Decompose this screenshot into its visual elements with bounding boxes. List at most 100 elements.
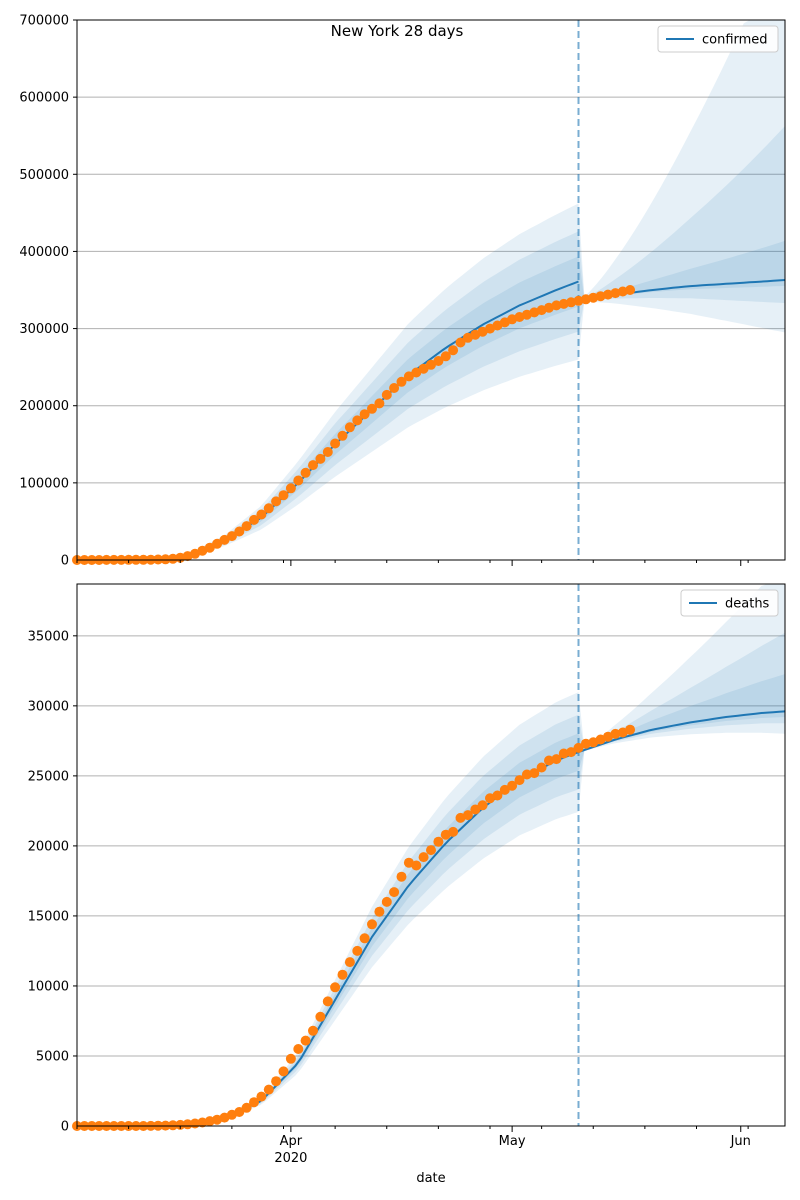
observed-point: [389, 887, 400, 898]
observed-point: [544, 755, 554, 766]
observed-point: [344, 422, 355, 433]
x-tick-label: Apr: [280, 1134, 303, 1149]
uncertainty-band: [578, 584, 785, 812]
axes-frame: [76, 19, 786, 561]
observed-point: [551, 754, 562, 765]
observed-point: [271, 496, 282, 507]
uncertainty-band: [578, 20, 785, 360]
observed-point: [536, 762, 547, 773]
observed-point: [448, 826, 459, 837]
observed-point: [396, 376, 407, 387]
observed-point: [322, 996, 333, 1007]
y-tick-label: 500000: [19, 168, 69, 183]
chart-title: New York 28 days: [331, 22, 464, 40]
y-tick-label: 5000: [36, 1049, 69, 1064]
observed-point: [573, 742, 584, 753]
y-tick-label: 30000: [28, 699, 69, 714]
x-tick-label: Jun: [730, 1134, 751, 1149]
observed-point: [418, 363, 429, 374]
x-tick-sublabel: 2020: [274, 1151, 307, 1166]
observed-point: [426, 359, 436, 370]
legend-label: deaths: [725, 597, 770, 612]
observed-point: [241, 1102, 252, 1113]
observed-point: [175, 1119, 186, 1130]
y-tick-label: 400000: [19, 245, 69, 260]
observed-point: [285, 483, 296, 494]
uncertainty-band: [578, 674, 785, 771]
observed-point: [234, 1107, 245, 1117]
uncertainty-band: [77, 231, 579, 560]
uncertainty-band: [77, 256, 579, 560]
y-tick-label: 35000: [28, 629, 69, 644]
observed-point: [403, 371, 414, 382]
observed-point: [278, 490, 289, 501]
y-tick-label: 10000: [28, 979, 69, 994]
observed-point: [625, 285, 636, 295]
observed-point: [477, 800, 488, 811]
observed-point: [433, 836, 444, 847]
observed-point: [359, 933, 370, 944]
x-tick-label: May: [499, 1134, 526, 1149]
y-tick-label: 600000: [19, 91, 69, 106]
observed-point: [160, 554, 171, 565]
observed-point: [337, 969, 348, 980]
observed-point: [389, 383, 400, 393]
observed-point: [249, 1097, 259, 1108]
observed-point: [285, 1053, 296, 1064]
observed-point: [278, 1066, 289, 1077]
observed-point: [448, 345, 459, 356]
y-tick-label: 0: [61, 554, 69, 569]
observed-point: [367, 403, 377, 414]
y-tick-label: 15000: [28, 909, 69, 924]
observed-point: [455, 337, 466, 348]
observed-point: [462, 810, 473, 821]
observed-point: [167, 1120, 178, 1131]
y-tick-label: 200000: [19, 399, 69, 414]
observed-point: [418, 852, 429, 863]
y-tick-label: 20000: [28, 839, 69, 854]
y-tick-label: 300000: [19, 322, 69, 337]
observed-point: [167, 553, 178, 564]
legend-box: [657, 25, 779, 53]
y-tick-label: 25000: [28, 769, 69, 784]
observed-point: [182, 1119, 193, 1130]
y-tick-label: 700000: [19, 14, 69, 29]
observed-point: [381, 389, 392, 400]
observed-point: [470, 804, 481, 815]
observed-point: [359, 409, 370, 420]
uncertainty-band: [77, 203, 579, 560]
observed-point: [256, 1091, 267, 1102]
observed-point: [219, 534, 230, 545]
observed-point: [374, 906, 385, 917]
observed-point: [352, 415, 363, 426]
observed-point: [603, 289, 613, 300]
observed-point: [566, 747, 577, 758]
observed-point: [344, 957, 355, 968]
observed-point: [293, 1044, 304, 1054]
y-tick-label: 0: [61, 1120, 69, 1135]
observed-point: [308, 1025, 318, 1036]
observed-point: [440, 351, 451, 362]
observed-point: [293, 475, 304, 486]
axes-frame: [76, 583, 786, 1127]
observed-point: [330, 438, 341, 449]
observed-point: [204, 542, 215, 553]
confirmed-panel: 0 100000 200000 300000 400000 500000 600000 700…: [19, 14, 786, 569]
observed-point: [610, 728, 621, 739]
uncertainty-band: [578, 126, 785, 332]
legend-label: confirmed: [702, 33, 768, 48]
observed-point: [514, 775, 525, 786]
observed-point: [507, 780, 518, 791]
legend-box: [680, 589, 779, 617]
observed-point: [625, 724, 636, 735]
observed-point: [263, 1084, 274, 1095]
observed-point: [381, 896, 392, 907]
observed-point: [521, 769, 532, 780]
observed-point: [263, 503, 274, 514]
uncertainty-band: [77, 714, 579, 1126]
observed-point: [226, 531, 237, 542]
observed-point: [551, 300, 562, 311]
observed-point: [197, 1117, 208, 1128]
observed-point: [300, 1035, 311, 1046]
observed-point: [330, 982, 341, 993]
